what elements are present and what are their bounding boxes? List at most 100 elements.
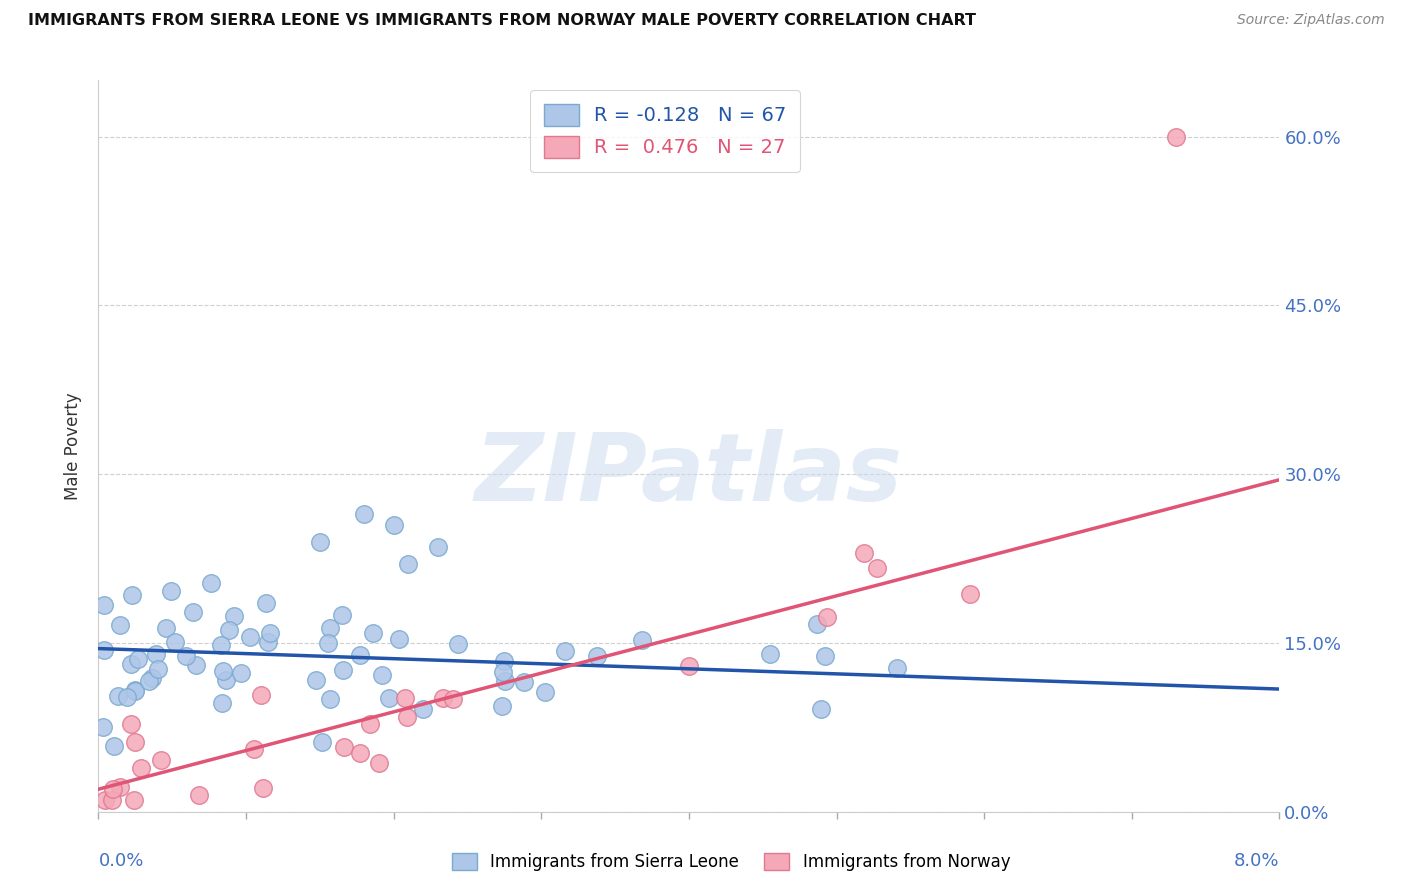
Text: Source: ZipAtlas.com: Source: ZipAtlas.com — [1237, 13, 1385, 28]
Point — [103, 782, 125, 797]
Point — [332, 739, 354, 754]
Point — [806, 617, 828, 632]
Point — [396, 710, 419, 724]
Point — [218, 624, 240, 638]
Point — [94, 793, 117, 807]
Point — [852, 546, 875, 560]
Point — [394, 690, 416, 705]
Point — [100, 793, 122, 807]
Point — [318, 621, 340, 635]
Point — [243, 742, 266, 756]
Text: IMMIGRANTS FROM SIERRA LEONE VS IMMIGRANTS FROM NORWAY MALE POVERTY CORRELATION : IMMIGRANTS FROM SIERRA LEONE VS IMMIGRAN… — [28, 13, 976, 29]
Point — [121, 588, 143, 602]
Point — [107, 689, 129, 703]
Point — [349, 648, 371, 663]
Point — [124, 793, 146, 807]
Point — [257, 634, 280, 648]
Point — [215, 673, 238, 687]
Point — [371, 668, 394, 682]
Point — [141, 671, 163, 685]
Point — [316, 636, 339, 650]
Point — [1164, 129, 1187, 144]
Point — [108, 780, 131, 794]
Point — [187, 789, 209, 803]
Point — [494, 674, 516, 689]
Point — [231, 666, 253, 681]
Point — [412, 702, 434, 716]
Point — [183, 605, 205, 619]
Point — [159, 583, 181, 598]
Point — [959, 587, 981, 601]
Point — [534, 685, 557, 699]
Point — [124, 735, 146, 749]
Point — [146, 662, 169, 676]
Point — [586, 648, 609, 663]
Point — [382, 517, 405, 532]
Point — [305, 673, 328, 688]
Point — [319, 692, 342, 706]
Point — [103, 739, 125, 753]
Point — [554, 644, 576, 658]
Point — [441, 691, 464, 706]
Point — [349, 746, 371, 760]
Point — [124, 683, 146, 698]
Text: ZIPatlas: ZIPatlas — [475, 429, 903, 521]
Point — [368, 756, 391, 771]
Point — [308, 534, 332, 549]
Point — [212, 664, 235, 678]
Point — [239, 631, 262, 645]
Point — [678, 658, 700, 673]
Point — [311, 735, 333, 749]
Point — [426, 541, 449, 555]
Point — [254, 596, 277, 610]
Point — [145, 647, 167, 661]
Point — [138, 674, 160, 689]
Point — [810, 701, 832, 715]
Point — [252, 780, 274, 795]
Point — [93, 643, 115, 657]
Point — [492, 665, 515, 679]
Point — [388, 632, 411, 646]
Point — [866, 560, 889, 574]
Point — [396, 557, 419, 571]
Point — [378, 691, 401, 706]
Point — [813, 649, 835, 664]
Point — [115, 690, 138, 705]
Point — [491, 699, 513, 714]
Point — [259, 625, 281, 640]
Point — [150, 753, 173, 767]
Point — [512, 675, 534, 690]
Point — [124, 684, 146, 698]
Point — [108, 618, 131, 632]
Point — [127, 652, 149, 666]
Point — [129, 761, 152, 775]
Point — [332, 663, 354, 677]
Point — [200, 576, 222, 591]
Point — [174, 648, 197, 663]
Point — [815, 610, 838, 624]
Point — [361, 626, 384, 640]
Point — [332, 608, 354, 623]
Point — [494, 654, 516, 668]
Point — [249, 688, 271, 702]
Point — [93, 598, 115, 612]
Point — [91, 720, 114, 734]
Point — [759, 647, 782, 661]
Point — [631, 632, 654, 647]
Point — [432, 690, 454, 705]
Legend: R = -0.128   N = 67, R =  0.476   N = 27: R = -0.128 N = 67, R = 0.476 N = 27 — [530, 90, 800, 172]
Point — [224, 608, 246, 623]
Point — [209, 639, 232, 653]
Y-axis label: Male Poverty: Male Poverty — [65, 392, 83, 500]
Point — [120, 657, 142, 671]
Text: 0.0%: 0.0% — [98, 852, 143, 870]
Point — [211, 696, 233, 710]
Point — [886, 661, 908, 675]
Point — [359, 716, 381, 731]
Point — [120, 716, 142, 731]
Point — [163, 635, 186, 649]
Point — [184, 658, 207, 673]
Text: 8.0%: 8.0% — [1234, 852, 1279, 870]
Point — [155, 621, 177, 635]
Legend: Immigrants from Sierra Leone, Immigrants from Norway: Immigrants from Sierra Leone, Immigrants… — [444, 845, 1018, 880]
